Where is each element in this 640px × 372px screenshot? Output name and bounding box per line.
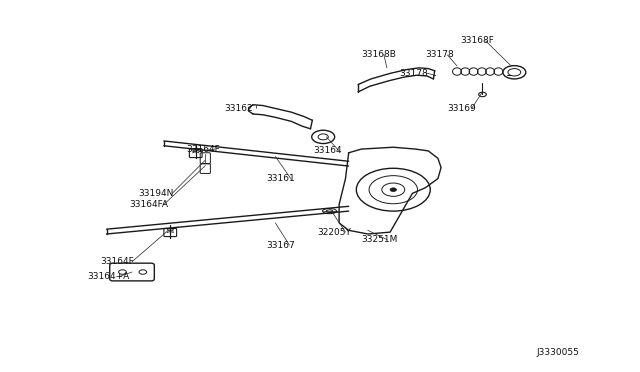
Text: 33164+A: 33164+A	[88, 272, 130, 281]
Text: 33164F: 33164F	[186, 145, 220, 154]
Text: 33251M: 33251M	[362, 235, 398, 244]
Circle shape	[390, 188, 396, 192]
Text: 33162: 33162	[225, 104, 253, 113]
Text: 33161: 33161	[266, 174, 294, 183]
Text: 33164FA: 33164FA	[129, 200, 168, 209]
Text: 33168F: 33168F	[460, 36, 494, 45]
Text: 33164F: 33164F	[100, 257, 134, 266]
Text: J3330055: J3330055	[537, 348, 580, 357]
Text: 33164: 33164	[314, 147, 342, 155]
Text: 32205Y: 32205Y	[317, 228, 351, 237]
Text: 33168B: 33168B	[362, 51, 396, 60]
Text: 33167: 33167	[266, 241, 294, 250]
Text: 33194N: 33194N	[138, 189, 174, 198]
Text: 33178: 33178	[425, 51, 454, 60]
Text: 33169: 33169	[447, 104, 476, 113]
Text: 33178: 33178	[399, 69, 428, 78]
